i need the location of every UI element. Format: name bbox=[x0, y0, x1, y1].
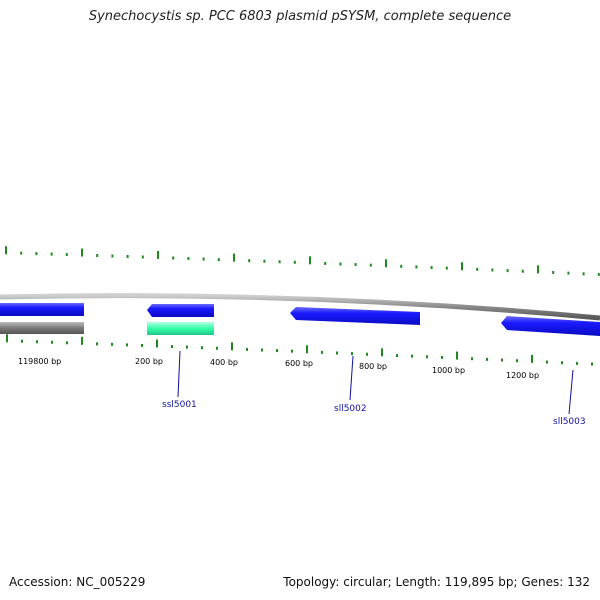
inner-tick-row bbox=[6, 334, 593, 366]
ruler-label: 600 bp bbox=[285, 359, 313, 368]
gene-sll5002[interactable] bbox=[290, 307, 420, 325]
map-title: Synechocystis sp. PCC 6803 plasmid pSYSM… bbox=[88, 9, 512, 24]
ruler-label: 1000 bp bbox=[432, 366, 465, 375]
gene-sll5003[interactable] bbox=[501, 316, 600, 336]
plasmid-backbone bbox=[0, 293, 600, 321]
ruler-label: 1200 bp bbox=[506, 371, 539, 380]
callout-line-sll5003 bbox=[568, 369, 574, 415]
callout-line-ssl5001 bbox=[177, 350, 181, 398]
gene-label-sll5002[interactable]: sll5002 bbox=[334, 404, 367, 414]
outer-tick-row bbox=[5, 246, 600, 276]
ruler-label: 200 bp bbox=[135, 357, 163, 366]
ruler-label: 800 bp bbox=[359, 362, 387, 371]
gene-block-left[interactable] bbox=[0, 303, 84, 316]
callout-line-sll5002 bbox=[349, 355, 354, 401]
rna-feature[interactable] bbox=[147, 322, 214, 335]
gene-ssl5001[interactable] bbox=[147, 304, 214, 317]
ruler-label: 400 bp bbox=[210, 358, 238, 367]
gene-label-ssl5001[interactable]: ssl5001 bbox=[162, 400, 197, 410]
ruler-label: 119800 bp bbox=[18, 357, 61, 366]
summary-label: Topology: circular; Length: 119,895 bp; … bbox=[283, 575, 590, 589]
gene-label-sll5003[interactable]: sll5003 bbox=[553, 417, 586, 427]
grey-feature-bar bbox=[0, 322, 84, 334]
accession-label: Accession: NC_005229 bbox=[9, 575, 146, 589]
